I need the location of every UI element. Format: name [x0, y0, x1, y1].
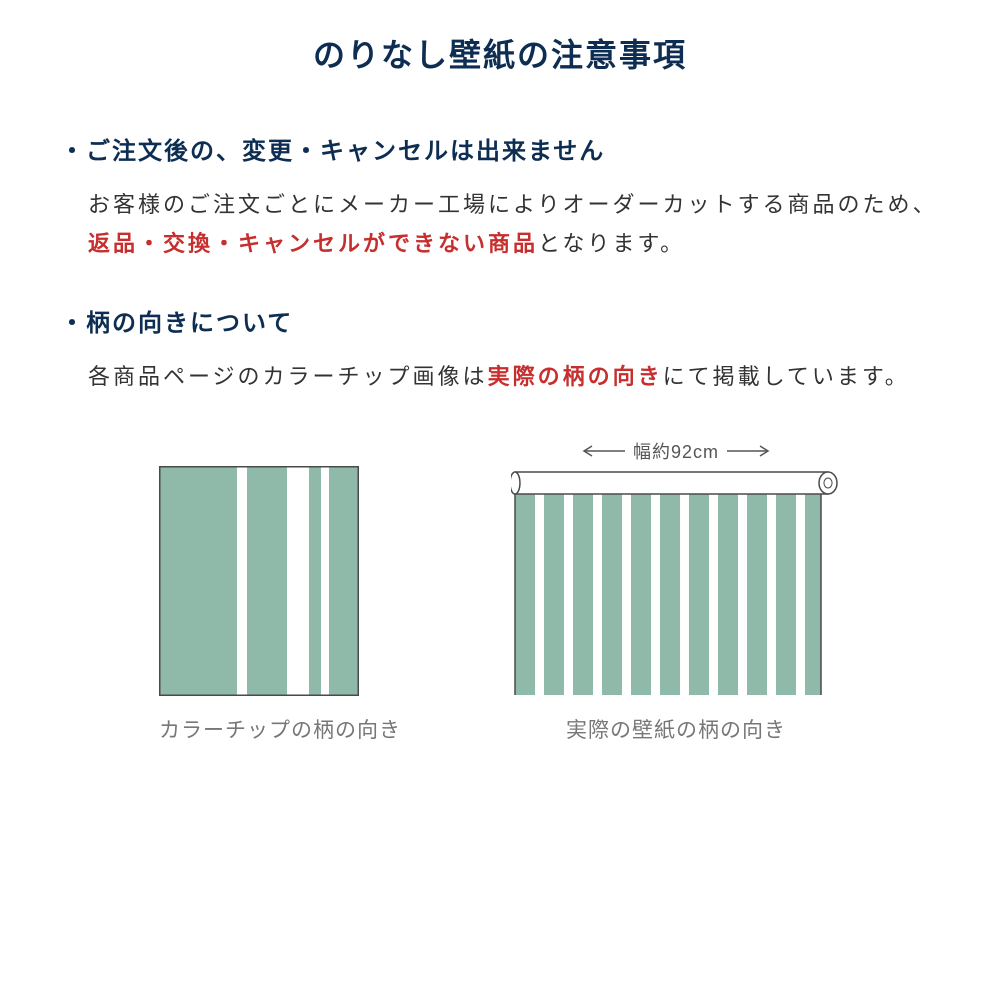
- diagrams-row: カラーチップの柄の向き 幅約92cm 実際の壁紙の柄の向き: [60, 437, 940, 744]
- width-label-text: 幅約92cm: [633, 438, 719, 464]
- section-pattern-direction: ・柄の向きについて 各商品ページのカラーチップ画像は実際の柄の向きにて掲載してい…: [60, 303, 940, 397]
- diagram-right: 幅約92cm 実際の壁紙の柄の向き: [511, 437, 841, 744]
- section1-heading: ・ご注文後の、変更・キャンセルは出来ません: [60, 131, 940, 166]
- page-title: のりなし壁紙の注意事項: [60, 30, 940, 76]
- section2-body-pre: 各商品ページのカラーチップ画像は: [88, 364, 488, 389]
- color-chip-swatch-icon: [159, 466, 359, 696]
- right-caption: 実際の壁紙の柄の向き: [511, 714, 841, 744]
- section2-body-post: にて掲載しています。: [663, 364, 910, 389]
- section-cancel-policy: ・ご注文後の、変更・キャンセルは出来ません お客様のご注文ごとにメーカー工場によ…: [60, 131, 940, 263]
- section1-body-post: となります。: [538, 231, 685, 256]
- diagram-left: カラーチップの柄の向き: [159, 438, 401, 744]
- section1-highlight: 返品・交換・キャンセルができない商品: [88, 231, 538, 256]
- section2-heading: ・柄の向きについて: [60, 303, 940, 338]
- width-indicator: 幅約92cm: [511, 437, 841, 465]
- section1-body: お客様のご注文ごとにメーカー工場によりオーダーカットする商品のため、返品・交換・…: [60, 186, 940, 263]
- left-caption: カラーチップの柄の向き: [159, 714, 401, 744]
- wallpaper-roll-icon: [511, 471, 841, 696]
- section2-body: 各商品ページのカラーチップ画像は実際の柄の向きにて掲載しています。: [60, 358, 940, 397]
- arrow-left-icon: [580, 445, 625, 457]
- section2-highlight: 実際の柄の向き: [488, 364, 663, 389]
- section1-body-pre: お客様のご注文ごとにメーカー工場によりオーダーカットする商品のため、: [88, 192, 938, 217]
- arrow-right-icon: [727, 445, 772, 457]
